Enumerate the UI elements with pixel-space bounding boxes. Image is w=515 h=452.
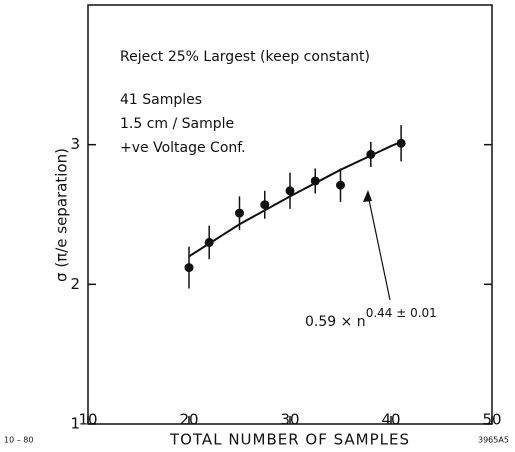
- data-point: [184, 263, 194, 273]
- footer-left: 10 – 80: [4, 436, 33, 445]
- y-tick-label: 2: [70, 275, 80, 293]
- y-tick-label: 1: [70, 415, 80, 433]
- fit-curve: [188, 140, 402, 258]
- x-tick-label: 40: [381, 411, 400, 429]
- annotation: 41 Samples: [120, 92, 202, 108]
- x-tick-label: 50: [482, 411, 501, 429]
- x-tick-label: 20: [179, 411, 198, 429]
- footer-right: 3965A5: [478, 436, 509, 445]
- data-point: [285, 186, 295, 196]
- fit-label: 0.59 × n0.44 ± 0.01: [305, 306, 437, 331]
- arrow: [367, 194, 391, 301]
- x-tick-label: 10: [78, 411, 97, 429]
- x-tick-label: 30: [280, 411, 299, 429]
- fit-exponent: 0.44 ± 0.01: [366, 306, 437, 320]
- x-axis-label: TOTAL NUMBER OF SAMPLES: [169, 431, 410, 449]
- annotation: Reject 25% Largest (keep constant): [120, 49, 370, 65]
- fit-base: 0.59 × n: [305, 314, 366, 330]
- plot-frame: [87, 4, 493, 425]
- annotation: 1.5 cm / Sample: [120, 116, 234, 132]
- data-point: [260, 200, 270, 210]
- data-point: [235, 208, 244, 218]
- y-tick-label: 3: [70, 135, 80, 153]
- data-point: [336, 180, 345, 190]
- y-axis-label: σ (π/e separation): [53, 148, 71, 282]
- arrow-head: [363, 190, 372, 202]
- annotation: +ve Voltage Conf.: [120, 140, 246, 156]
- data-point: [396, 138, 406, 148]
